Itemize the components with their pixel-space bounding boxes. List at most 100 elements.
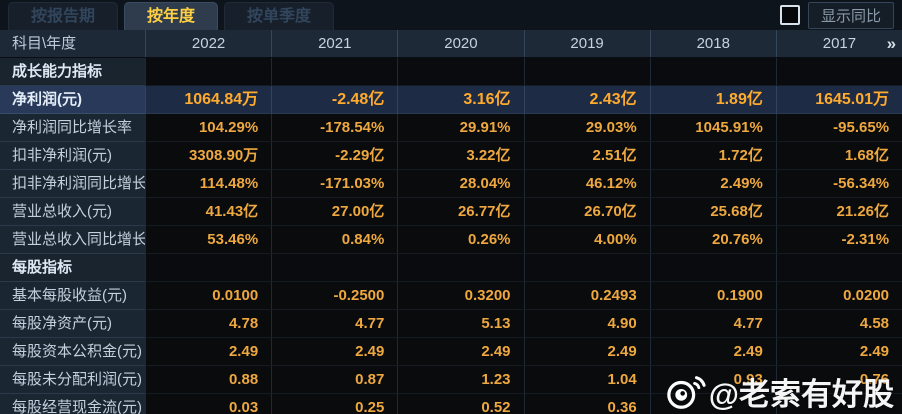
- cell-value: 0.2493: [523, 282, 650, 310]
- cell-value: [523, 254, 650, 282]
- show-yoy-checkbox[interactable]: [779, 5, 800, 25]
- cell-value: 0.87: [271, 366, 398, 394]
- cell-value: [397, 254, 524, 282]
- cell-value: 0.76: [775, 366, 902, 394]
- cell-value: 4.58: [775, 310, 902, 338]
- cell-value: 1.04: [523, 366, 650, 394]
- cell-value: 3.16亿: [397, 86, 524, 114]
- cell-value: 4.77: [271, 310, 398, 338]
- year-header-2020: 2020: [397, 30, 523, 57]
- cell-value: 5.13: [397, 310, 524, 338]
- cell-value: 1064.84万: [145, 86, 272, 114]
- cell-value: -95.65%: [775, 114, 902, 142]
- cell-value: -2.29亿: [271, 142, 398, 170]
- cell-value: 29.91%: [397, 114, 524, 142]
- cell-value: 1.23: [397, 366, 524, 394]
- table-row[interactable]: 每股净资产(元) 4.78 4.77 5.13 4.90 4.77 4.58: [0, 310, 902, 338]
- table-header-row: 科目\年度 2022 2021 2020 2019 2018 2017»: [0, 30, 902, 58]
- cell-value: 2.49: [649, 338, 776, 366]
- row-label: 每股经营现金流(元): [0, 394, 145, 414]
- row-label: 营业总收入同比增长率: [0, 226, 145, 254]
- row-label: 营业总收入(元): [0, 198, 145, 226]
- row-label: 每股未分配利润(元): [0, 366, 145, 394]
- year-header-2018: 2018: [649, 30, 776, 57]
- cell-value: 46.12%: [523, 170, 650, 198]
- tab-by-single-quarter[interactable]: 按单季度: [224, 2, 335, 30]
- cell-value: [775, 58, 902, 86]
- cell-value: 0.25: [271, 394, 398, 414]
- show-yoy-label[interactable]: 显示同比: [807, 1, 894, 29]
- tab-by-year[interactable]: 按年度: [124, 2, 219, 30]
- section-row: 成长能力指标: [0, 58, 902, 86]
- cell-value: -2.31%: [775, 226, 902, 254]
- cell-value: 0.84%: [271, 226, 398, 254]
- table-row[interactable]: 营业总收入同比增长率53.46%0.84%0.26%4.00%20.76%-2.…: [0, 226, 902, 254]
- cell-value: 25.68亿: [649, 198, 776, 226]
- table-row[interactable]: 净利润(元) 1064.84万 -2.48亿 3.16亿 2.43亿 1.89亿 1645.…: [0, 86, 902, 114]
- cell-value: 29.03%: [523, 114, 650, 142]
- cell-value: 1645.01万: [775, 86, 902, 114]
- cell-value: 20.76%: [649, 226, 776, 254]
- cell-value: 114.48%: [145, 170, 272, 198]
- cell-value: 2.49: [145, 338, 272, 366]
- cell-value: 0.93: [649, 366, 776, 394]
- table-body: 成长能力指标 净利润(元) 1064.84万 -2.48亿 3.16亿 2.43亿 1.89…: [0, 58, 902, 414]
- cell-value: 0.0200: [775, 282, 902, 310]
- row-label: 扣非净利润同比增长率: [0, 170, 145, 198]
- row-label: 净利润(元): [0, 86, 145, 114]
- cell-value: 4.77: [649, 310, 776, 338]
- corner-header: 科目\年度: [12, 35, 77, 52]
- row-label: 净利润同比增长率: [0, 114, 145, 142]
- row-label: 每股净资产(元): [0, 310, 145, 338]
- cell-value: 3.22亿: [397, 142, 524, 170]
- cell-value: [775, 254, 902, 282]
- table-row[interactable]: 每股资本公积金(元) 2.49 2.49 2.49 2.49 2.49 2.49: [0, 338, 902, 366]
- cell-value: 0.3200: [397, 282, 524, 310]
- cell-value: 0.52: [397, 394, 524, 414]
- cell-value: 2.49: [397, 338, 524, 366]
- year-header-2022: 2022: [145, 30, 271, 57]
- row-label: 扣非净利润(元): [0, 142, 145, 170]
- table-row[interactable]: 基本每股收益(元) 0.0100 -0.2500 0.3200 0.2493 0.1900…: [0, 282, 902, 310]
- year-header-2021: 2021: [271, 30, 397, 57]
- cell-value: 2.51亿: [523, 142, 650, 170]
- cell-value: 2.43亿: [523, 86, 650, 114]
- cell-value: 0.26%: [397, 226, 524, 254]
- row-label: 每股指标: [0, 254, 145, 282]
- table-row[interactable]: 每股未分配利润(元) 0.88 0.87 1.23 1.04 0.93 0.76: [0, 366, 902, 394]
- more-years-chevron-icon[interactable]: »: [886, 34, 897, 53]
- cell-value: [145, 254, 272, 282]
- cell-value: 2.49: [271, 338, 398, 366]
- cell-value: 53.46%: [145, 226, 272, 254]
- cell-value: 26.77亿: [397, 198, 524, 226]
- cell-value: 0.0100: [145, 282, 272, 310]
- row-label: 基本每股收益(元): [0, 282, 145, 310]
- cell-value: 1.68亿: [775, 142, 902, 170]
- year-header-2019: 2019: [523, 30, 650, 57]
- cell-value: 0.88: [145, 366, 272, 394]
- cell-value: [649, 254, 776, 282]
- cell-value: [397, 58, 524, 86]
- table-row[interactable]: 扣非净利润(元) 3308.90万 -2.29亿 3.22亿 2.51亿 1.72亿 1.6…: [0, 142, 902, 170]
- cell-value: 26.70亿: [523, 198, 650, 226]
- cell-value: -0.2500: [271, 282, 398, 310]
- tab-by-report-period[interactable]: 按报告期: [8, 2, 119, 30]
- cell-value: 104.29%: [145, 114, 272, 142]
- cell-value: [649, 394, 776, 414]
- table-row[interactable]: 扣非净利润同比增长率114.48%-171.03%28.04%46.12%2.4…: [0, 170, 902, 198]
- table-row[interactable]: 每股经营现金流(元) 0.03 0.25 0.52 0.36: [0, 394, 902, 414]
- table-row[interactable]: 营业总收入(元) 41.43亿 27.00亿 26.77亿 26.70亿 25.68亿 21…: [0, 198, 902, 226]
- cell-value: 4.90: [523, 310, 650, 338]
- table-row[interactable]: 净利润同比增长率 104.29% -178.54% 29.91% 29.03% 1045.…: [0, 114, 902, 142]
- cell-value: [271, 58, 398, 86]
- cell-value: -178.54%: [271, 114, 398, 142]
- cell-value: 3308.90万: [145, 142, 272, 170]
- cell-value: 28.04%: [397, 170, 524, 198]
- row-label: 成长能力指标: [0, 58, 145, 86]
- cell-value: 0.1900: [649, 282, 776, 310]
- period-tabbar: 按报告期 按年度 按单季度 显示同比: [0, 0, 902, 30]
- year-header-2017: 2017»: [775, 30, 902, 57]
- cell-value: 0.03: [145, 394, 272, 414]
- cell-value: 2.49: [523, 338, 650, 366]
